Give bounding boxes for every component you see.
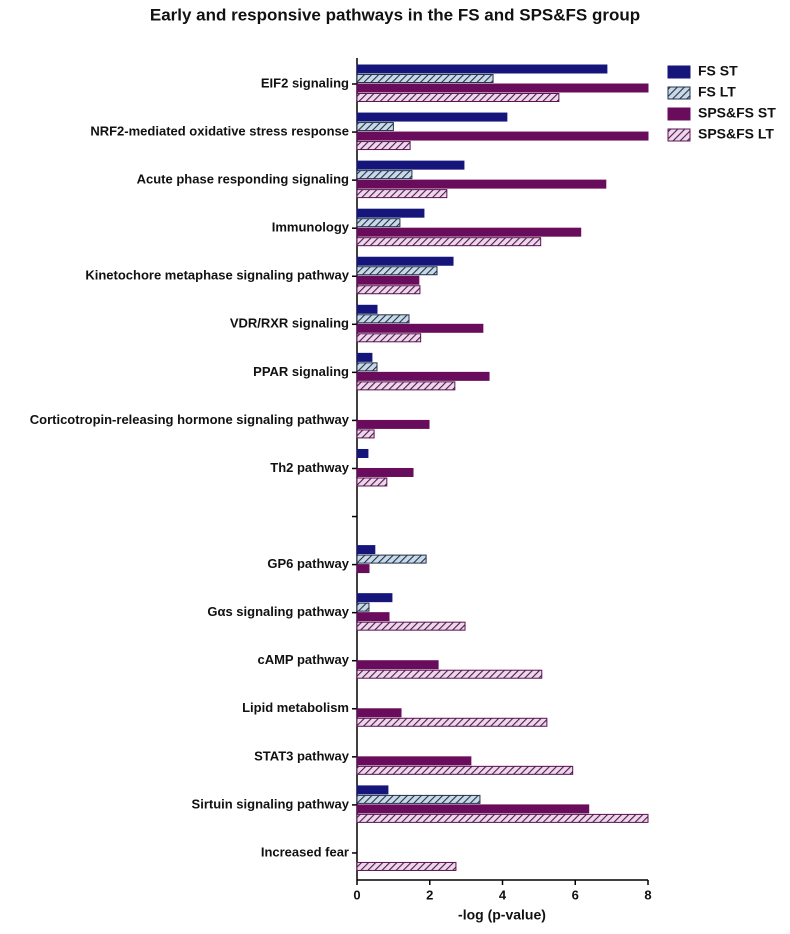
- bar: [356, 708, 402, 718]
- bar: [356, 304, 378, 314]
- bar: [356, 362, 378, 372]
- bar: [356, 112, 508, 122]
- legend-swatch: [667, 107, 691, 121]
- bar: [356, 237, 542, 247]
- bar: [356, 381, 456, 391]
- bar: [356, 621, 466, 631]
- bar: [356, 669, 543, 679]
- bar: [356, 602, 370, 612]
- x-tick-label: 4: [499, 887, 507, 902]
- legend-swatch: [667, 65, 691, 79]
- bar: [356, 64, 608, 74]
- y-tick-label: Kinetochore metaphase signaling pathway: [85, 268, 349, 283]
- bar: [356, 256, 454, 266]
- legend-label: FS ST: [698, 63, 738, 79]
- bar: [356, 419, 430, 429]
- x-axis-label: -log (p-value): [458, 907, 546, 923]
- bar: [356, 218, 401, 228]
- bar: [356, 717, 548, 727]
- bar: [356, 160, 465, 170]
- bar: [356, 612, 390, 622]
- y-tick-label: Lipid metabolism: [242, 700, 349, 715]
- bar: [356, 785, 389, 795]
- bar: [356, 477, 388, 487]
- bar: [356, 765, 574, 775]
- bar: [356, 554, 427, 564]
- bar: [356, 122, 394, 132]
- chart-title: Early and responsive pathways in the FS …: [150, 5, 640, 24]
- bar: [356, 266, 438, 276]
- bar: [356, 189, 448, 199]
- bar: [356, 83, 649, 93]
- y-tick-label: Increased fear: [261, 844, 349, 859]
- bar: [356, 794, 481, 804]
- y-tick-label: GP6 pathway: [267, 556, 349, 571]
- legend-swatch: [667, 128, 691, 142]
- bar: [356, 227, 582, 237]
- y-tick-label: cAMP pathway: [257, 652, 349, 667]
- legend-swatch: [667, 86, 691, 100]
- bar: [356, 179, 607, 189]
- bar: [356, 593, 393, 603]
- bar: [356, 448, 369, 458]
- y-tick-label: NRF2-mediated oxidative stress response: [90, 123, 349, 138]
- y-tick-label: Th2 pathway: [270, 460, 350, 475]
- y-tick-label: Sirtuin signaling pathway: [192, 796, 350, 811]
- legend-label: SPS&FS ST: [698, 105, 776, 121]
- x-tick-label: 0: [353, 887, 360, 902]
- bar: [356, 371, 490, 381]
- y-tick-label: STAT3 pathway: [254, 748, 350, 763]
- bar: [356, 74, 494, 83]
- y-tick-label: EIF2 signaling: [261, 75, 349, 90]
- x-tick-label: 8: [644, 887, 651, 902]
- bar: [356, 813, 649, 823]
- bar: [356, 429, 375, 439]
- bar: [356, 208, 425, 218]
- bar: [356, 314, 410, 324]
- x-tick-label: 6: [572, 887, 579, 902]
- bar: [356, 545, 376, 555]
- bar: [356, 333, 422, 343]
- bar: [356, 660, 439, 670]
- bar: [356, 170, 413, 180]
- y-tick-label: Gαs signaling pathway: [207, 604, 349, 619]
- bar: [356, 467, 414, 477]
- x-tick-label: 2: [426, 887, 433, 902]
- bar: [356, 804, 590, 814]
- bar: [356, 141, 411, 151]
- bar: [356, 756, 472, 766]
- legend-label: FS LT: [698, 84, 736, 100]
- y-tick-label: Corticotropin-releasing hormone signalin…: [30, 412, 350, 427]
- bar: [356, 131, 649, 141]
- legend-label: SPS&FS LT: [698, 126, 774, 142]
- bar: [356, 861, 457, 871]
- y-tick-label: VDR/RXR signaling: [230, 316, 349, 331]
- y-tick-label: Acute phase responding signaling: [137, 172, 349, 187]
- bar: [356, 352, 373, 362]
- y-tick-label: Immunology: [272, 220, 350, 235]
- bar: [356, 564, 370, 574]
- bar: [356, 275, 420, 285]
- y-tick-label: PPAR signaling: [253, 364, 349, 379]
- bar: [356, 323, 484, 333]
- bar: [356, 93, 560, 102]
- bar: [356, 285, 421, 295]
